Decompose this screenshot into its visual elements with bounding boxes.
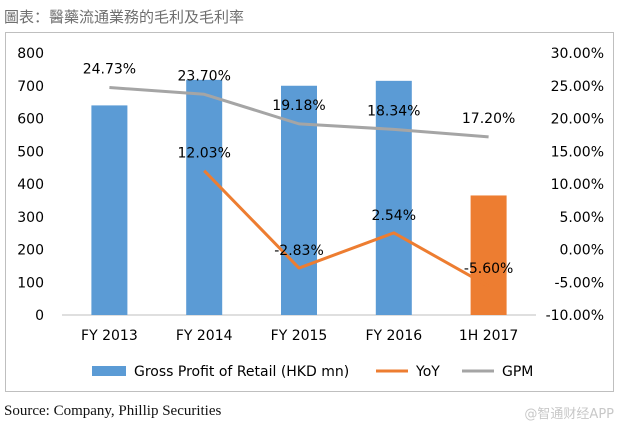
gpm-data-label: 18.34%: [367, 103, 420, 119]
y-left-tick-label: 600: [17, 112, 44, 128]
x-tick-label: FY 2016: [365, 328, 422, 344]
figure-title: 圖表：醫藥流通業務的毛利及毛利率: [4, 8, 245, 26]
bar: [186, 79, 223, 315]
yoy-data-label: -2.83%: [274, 243, 324, 259]
y-right-tick-label: 20.00%: [551, 112, 604, 128]
y-left-tick-label: 800: [17, 46, 44, 62]
y-left-tick-label: 300: [17, 210, 44, 226]
watermark: @智通财经APP: [524, 407, 614, 422]
y-right-tick-label: -10.00%: [546, 308, 604, 324]
yoy-data-label: -5.60%: [464, 261, 514, 277]
y-left-tick-label: 0: [35, 308, 44, 324]
y-left-tick-label: 100: [17, 275, 44, 291]
y-right-tick-label: 25.00%: [551, 79, 604, 95]
legend-label-gpm: GPM: [502, 364, 533, 380]
gpm-data-label: 24.73%: [83, 62, 136, 78]
yoy-data-label: 12.03%: [178, 146, 231, 162]
yoy-line: [203, 169, 490, 288]
y-left-tick-label: 700: [17, 79, 44, 95]
legend-swatch-bar: [92, 366, 126, 376]
gpm-data-label: 19.18%: [272, 98, 325, 114]
gpm-line: [109, 86, 489, 139]
gpm-data-label: 17.20%: [462, 111, 515, 127]
x-tick-label: 1H 2017: [459, 328, 519, 344]
x-tick-label: FY 2014: [176, 328, 233, 344]
y-right-tick-label: 5.00%: [560, 210, 604, 226]
yoy-data-label: 2.54%: [372, 208, 416, 224]
source-note: Source: Company, Phillip Securities: [4, 403, 222, 419]
x-tick-label: FY 2013: [81, 328, 138, 344]
bar: [91, 105, 128, 316]
legend-label-bar: Gross Profit of Retail (HKD mn): [134, 364, 349, 380]
y-left-tick-label: 200: [17, 243, 44, 259]
y-right-tick-label: -5.00%: [554, 275, 604, 291]
y-left-tick-label: 500: [17, 144, 44, 160]
y-right-tick-label: 15.00%: [551, 144, 604, 160]
x-tick-label: FY 2015: [271, 328, 328, 344]
y-right-tick-label: 10.00%: [551, 177, 604, 193]
y-right-tick-label: 0.00%: [560, 243, 604, 259]
chart: 0 100 200 300 400 500 600 700 800 -10.00% -5.00% 0.…: [17, 46, 604, 380]
y-right-tick-label: 30.00%: [551, 46, 604, 62]
gpm-data-label: 23.70%: [178, 68, 231, 84]
bar: [375, 80, 412, 316]
y-left-tick-label: 400: [17, 177, 44, 193]
chart-frame: 0 100 200 300 400 500 600 700 800 -10.00% -5.00% 0.…: [5, 32, 614, 392]
legend-label-yoy: YoY: [415, 364, 440, 380]
bar: [470, 195, 507, 315]
